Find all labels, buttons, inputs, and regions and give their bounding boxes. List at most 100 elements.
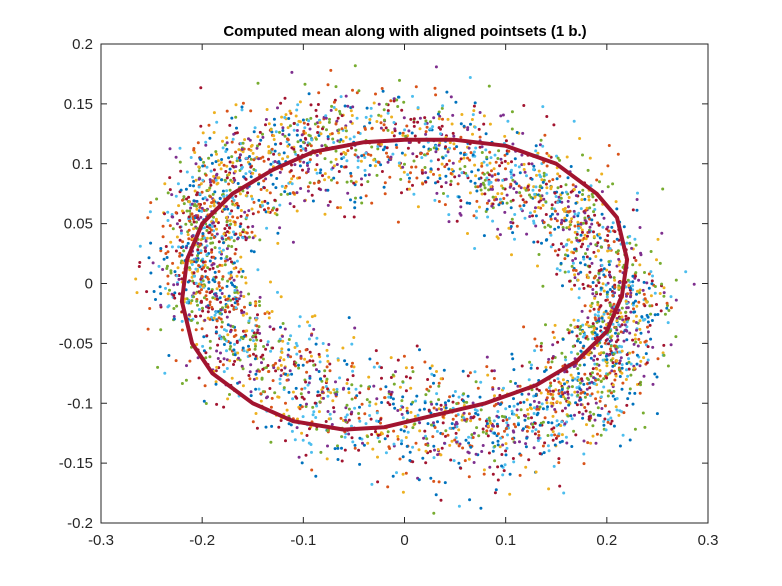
scatter-point [600, 190, 604, 194]
scatter-point [608, 312, 612, 316]
scatter-point [602, 289, 606, 293]
scatter-point [591, 337, 595, 341]
scatter-point [560, 420, 564, 424]
scatter-point [316, 390, 320, 394]
scatter-point [436, 112, 440, 116]
scatter-point [618, 281, 622, 284]
scatter-point [238, 232, 242, 236]
scatter-point [643, 271, 646, 274]
scatter-point [408, 176, 411, 180]
scatter-point [326, 359, 330, 363]
scatter-point [470, 118, 474, 121]
scatter-point [193, 203, 197, 207]
scatter-point [349, 109, 353, 113]
scatter-point [602, 351, 606, 355]
scatter-point [392, 121, 396, 124]
scatter-point [215, 120, 219, 124]
scatter-point [470, 170, 474, 174]
scatter-point [332, 406, 336, 410]
scatter-point [308, 376, 312, 380]
scatter-point [398, 385, 402, 389]
scatter-point [174, 359, 178, 363]
scatter-point [477, 434, 481, 438]
scatter-point [212, 174, 216, 178]
scatter-point [547, 357, 551, 361]
scatter-point [279, 101, 283, 105]
scatter-point [635, 292, 638, 296]
scatter-point [274, 186, 278, 190]
scatter-point [579, 261, 582, 265]
scatter-point [233, 301, 237, 305]
scatter-point [432, 406, 436, 410]
scatter-point [266, 340, 270, 344]
scatter-point [404, 375, 408, 379]
scatter-point [607, 244, 611, 247]
scatter-point [249, 165, 253, 169]
scatter-point [297, 366, 301, 370]
scatter-point [291, 240, 295, 244]
scatter-point [596, 372, 600, 376]
scatter-point [473, 181, 477, 185]
scatter-point [592, 346, 596, 350]
scatter-point [204, 356, 208, 360]
scatter-point [532, 412, 536, 415]
scatter-point [523, 170, 527, 174]
scatter-point [222, 241, 225, 245]
scatter-point [163, 182, 167, 186]
scatter-point [441, 421, 445, 425]
scatter-point [354, 148, 358, 152]
scatter-point [656, 357, 660, 361]
scatter-point [272, 366, 276, 370]
scatter-point [453, 175, 457, 179]
scatter-point [411, 445, 415, 449]
scatter-point [591, 195, 595, 199]
scatter-point [473, 247, 477, 250]
scatter-point [628, 391, 632, 395]
scatter-point [522, 400, 526, 404]
scatter-point [235, 274, 239, 278]
scatter-point [223, 207, 227, 211]
scatter-point [180, 209, 184, 213]
scatter-point [570, 417, 574, 421]
scatter-point [537, 389, 541, 392]
scatter-point [446, 117, 450, 121]
scatter-point [609, 310, 613, 313]
scatter-point [459, 213, 463, 217]
scatter-point [227, 271, 231, 275]
scatter-point [372, 365, 376, 369]
scatter-point [242, 310, 246, 314]
scatter-point [570, 393, 574, 397]
scatter-point [606, 394, 610, 398]
scatter-point [591, 322, 595, 326]
scatter-point [508, 185, 512, 189]
scatter-point [207, 287, 211, 291]
scatter-point [223, 295, 227, 299]
scatter-point [629, 286, 632, 290]
scatter-point [273, 123, 277, 127]
scatter-point [225, 141, 229, 145]
scatter-point [434, 493, 438, 497]
scatter-point [286, 138, 290, 142]
scatter-point [405, 444, 409, 448]
scatter-point [541, 284, 545, 288]
scatter-point [195, 343, 199, 346]
scatter-point [554, 388, 558, 392]
scatter-point [441, 104, 445, 108]
scatter-point [459, 122, 463, 126]
scatter-point [305, 402, 308, 406]
scatter-point [583, 197, 587, 201]
scatter-point [528, 215, 532, 218]
scatter-point [656, 313, 660, 316]
scatter-point [638, 319, 642, 323]
scatter-point [563, 382, 566, 386]
scatter-point [513, 213, 517, 216]
scatter-point [209, 169, 213, 173]
scatter-point [352, 365, 356, 369]
scatter-point [229, 330, 232, 334]
scatter-point [334, 157, 338, 161]
scatter-point [313, 314, 317, 318]
scatter-point [425, 387, 429, 391]
scatter-point [318, 360, 322, 364]
scatter-point [432, 116, 436, 120]
scatter-point [588, 257, 592, 261]
